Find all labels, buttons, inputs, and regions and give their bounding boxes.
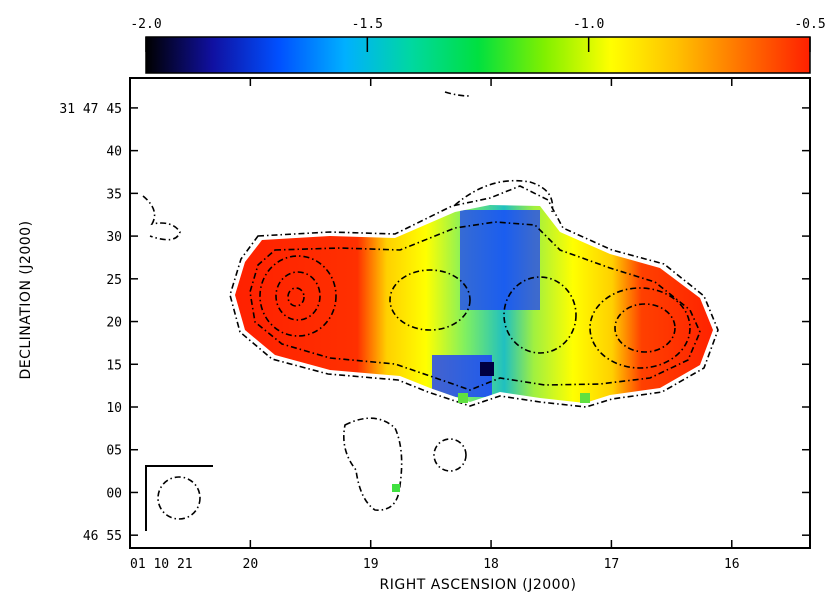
x-tick-label: 18 bbox=[483, 557, 499, 572]
contour-center-2 bbox=[389, 269, 471, 331]
y-tick-label: 00 bbox=[106, 486, 122, 501]
green-pixel-2 bbox=[458, 393, 468, 403]
contour-outer bbox=[229, 185, 719, 408]
contour-top-arc bbox=[444, 91, 471, 97]
contour-left-blob bbox=[142, 195, 181, 241]
x-tick-label: 19 bbox=[363, 557, 379, 572]
y-tick-label: 15 bbox=[106, 358, 122, 373]
contour-right-lobe-core-2 bbox=[614, 303, 676, 353]
green-pixel-1 bbox=[392, 484, 400, 492]
x-tick-label: 16 bbox=[724, 557, 740, 572]
y-tick-label: 30 bbox=[106, 230, 122, 245]
x-tick-label: 01 10 21 bbox=[130, 557, 193, 572]
y-tick-label: 46 55 bbox=[83, 529, 122, 544]
y-tick-label: 25 bbox=[106, 273, 122, 288]
contour-center-1 bbox=[503, 276, 577, 354]
colorbar: -2.0 -1.5 -1.0 -0.5 bbox=[130, 17, 826, 74]
beam-ellipse bbox=[157, 476, 201, 520]
y-axis: 31 47 45 40 35 30 25 20 15 10 05 00 46 55 bbox=[59, 102, 810, 544]
y-tick-label: 35 bbox=[106, 187, 122, 202]
contour-right-lobe-core-1 bbox=[589, 287, 691, 369]
contour-lower-blob bbox=[343, 417, 403, 511]
colorbar-tick-label: -1.5 bbox=[352, 17, 383, 32]
y-axis-title: DECLINATION (J2000) bbox=[18, 220, 34, 379]
contour-left-lobe-core-1 bbox=[259, 255, 337, 337]
y-tick-label: 05 bbox=[106, 444, 122, 459]
x-tick-label: 20 bbox=[243, 557, 259, 572]
x-axis: 01 10 21 20 19 18 17 16 bbox=[129, 78, 740, 572]
beam-box bbox=[145, 465, 213, 531]
colorbar-tick-label: -2.0 bbox=[130, 17, 161, 32]
contour-middle bbox=[249, 221, 701, 391]
emission-dark-spot bbox=[480, 362, 494, 376]
green-pixel-3 bbox=[580, 393, 590, 403]
y-tick-label: 10 bbox=[106, 401, 122, 416]
contour-small-circle bbox=[433, 438, 467, 472]
contour-top-knob bbox=[454, 179, 554, 213]
x-axis-title: RIGHT ASCENSION (J2000) bbox=[380, 577, 577, 593]
colorbar-ticks: -2.0 -1.5 -1.0 -0.5 bbox=[130, 17, 826, 52]
contour-left-lobe-core-3 bbox=[287, 287, 305, 307]
y-tick-label: 31 47 45 bbox=[59, 102, 122, 117]
contour-lines bbox=[142, 91, 719, 520]
colorbar-gradient bbox=[145, 36, 811, 74]
colorbar-tick-label: -0.5 bbox=[794, 17, 825, 32]
contour-left-lobe-core-2 bbox=[275, 271, 321, 321]
y-tick-label: 40 bbox=[106, 145, 122, 160]
emission-blue-core bbox=[460, 210, 540, 310]
colorbar-tick-label: -1.0 bbox=[573, 17, 604, 32]
x-tick-label: 17 bbox=[604, 557, 620, 572]
plot-frame bbox=[129, 77, 811, 549]
y-tick-label: 20 bbox=[106, 316, 122, 331]
